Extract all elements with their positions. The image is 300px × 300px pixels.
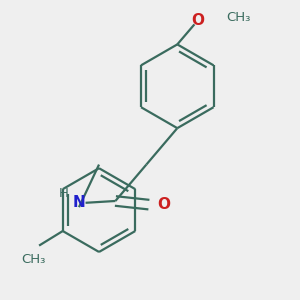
Text: H: H (59, 187, 69, 200)
Text: CH₃: CH₃ (226, 11, 251, 24)
Text: O: O (157, 197, 170, 212)
Text: N: N (73, 195, 85, 210)
Text: O: O (191, 13, 204, 28)
Text: CH₃: CH₃ (21, 253, 46, 266)
